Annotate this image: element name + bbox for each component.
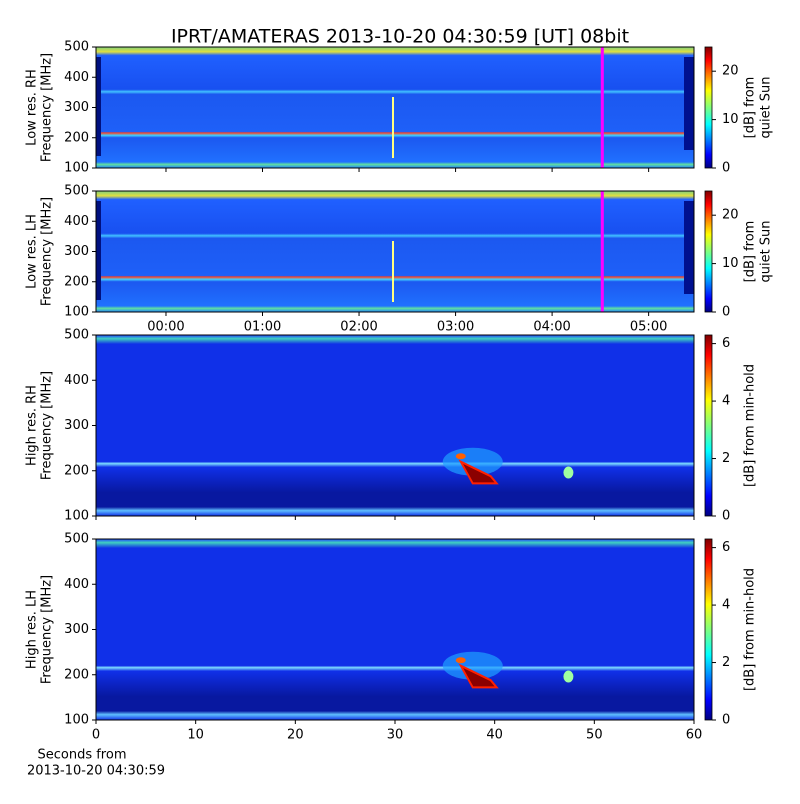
colorbar xyxy=(704,46,713,169)
y-tick-label: 200 xyxy=(64,130,89,145)
burst-spot xyxy=(455,657,466,664)
colorbar-label: quiet Sun xyxy=(759,76,774,138)
burst-core xyxy=(458,459,499,485)
burst-spot xyxy=(563,466,574,479)
colorbar-tick-label: 0 xyxy=(722,509,730,524)
colorbar-tick-label: 20 xyxy=(722,208,739,223)
y-tick-label: 100 xyxy=(64,713,89,728)
y-tick-label: 400 xyxy=(64,373,89,388)
burst-spot xyxy=(455,453,466,460)
data-gap xyxy=(96,201,101,300)
colorbar-tick-label: 4 xyxy=(722,598,730,613)
x-tick-label: 10 xyxy=(187,728,204,743)
colorbar-tick-label: 6 xyxy=(722,540,730,555)
y-tick-label: 100 xyxy=(64,161,89,176)
x-tick-label: 01:00 xyxy=(244,320,281,335)
colorbar-tick-label: 2 xyxy=(722,655,730,670)
colorbar-tick-label: 6 xyxy=(722,336,730,351)
colorbar-tick-label: 10 xyxy=(722,112,739,127)
colorbar-tick-label: 10 xyxy=(722,256,739,271)
colorbar-tick-label: 0 xyxy=(722,161,730,176)
colorbar-tick-label: 4 xyxy=(722,394,730,409)
figure-title: IPRT/AMATERAS 2013-10-20 04:30:59 [UT] 0… xyxy=(171,26,629,48)
spectrogram-image xyxy=(96,191,694,312)
data-gap xyxy=(684,57,694,150)
y-tick-label: 400 xyxy=(64,70,89,85)
x-tick-label: 50 xyxy=(586,728,603,743)
x-tick-label: 00:00 xyxy=(147,320,184,335)
y-tick-label: 400 xyxy=(64,577,89,592)
x-tick-label: 04:00 xyxy=(533,320,570,335)
data-gap xyxy=(96,57,101,156)
x-tick-label: 20 xyxy=(287,728,304,743)
y-tick-label: 300 xyxy=(64,244,89,259)
y-axis-label: High res. RH xyxy=(25,385,40,466)
colorbar-tick-label: 20 xyxy=(722,64,739,79)
y-axis-label: High res. LH xyxy=(25,590,40,669)
spectrogram-image xyxy=(96,47,694,168)
colorbar-label: [dB] from xyxy=(743,77,758,139)
y-axis-label: Frequency [MHz] xyxy=(40,53,55,162)
colorbar xyxy=(704,538,713,721)
colorbar-label: [dB] from min-hold xyxy=(743,568,758,691)
y-tick-label: 200 xyxy=(64,463,89,478)
y-tick-label: 300 xyxy=(64,100,89,115)
y-tick-label: 500 xyxy=(64,184,89,199)
y-axis-label: Frequency [MHz] xyxy=(40,197,55,306)
x-tick-label: 30 xyxy=(387,728,404,743)
spectrogram-image xyxy=(96,335,694,516)
y-axis-label: Low res. RH xyxy=(25,69,40,146)
data-gap xyxy=(684,201,694,294)
x-tick-label: 03:00 xyxy=(437,320,474,335)
x-axis-label: Seconds from xyxy=(37,748,126,763)
burst-core xyxy=(458,663,499,689)
x-tick-label: 40 xyxy=(486,728,503,743)
x-tick-label: 05:00 xyxy=(630,320,667,335)
y-axis-label: Low res. LH xyxy=(25,214,40,289)
colorbar-label: quiet Sun xyxy=(759,220,774,282)
y-tick-label: 400 xyxy=(64,214,89,229)
y-tick-label: 500 xyxy=(64,40,89,55)
y-tick-label: 100 xyxy=(64,509,89,524)
spectrogram-image xyxy=(96,539,694,720)
burst-spot xyxy=(563,670,574,683)
colorbar xyxy=(704,334,713,517)
colorbar-tick-label: 2 xyxy=(722,451,730,466)
x-tick-label: 02:00 xyxy=(340,320,377,335)
x-tick-label: 60 xyxy=(686,728,703,743)
colorbar-tick-label: 0 xyxy=(722,713,730,728)
x-axis-label: 2013-10-20 04:30:59 xyxy=(27,764,165,779)
x-tick-label: 0 xyxy=(92,728,100,743)
y-axis-label: Frequency [MHz] xyxy=(40,575,55,684)
colorbar xyxy=(704,190,713,313)
colorbar-label: [dB] from xyxy=(743,221,758,283)
y-tick-label: 200 xyxy=(64,667,89,682)
y-tick-label: 100 xyxy=(64,305,89,320)
y-tick-label: 500 xyxy=(64,328,89,343)
y-axis-label: Frequency [MHz] xyxy=(40,371,55,480)
colorbar-tick-label: 0 xyxy=(722,305,730,320)
y-tick-label: 500 xyxy=(64,532,89,547)
y-tick-label: 300 xyxy=(64,622,89,637)
y-tick-label: 200 xyxy=(64,274,89,289)
y-tick-label: 300 xyxy=(64,418,89,433)
colorbar-label: [dB] from min-hold xyxy=(743,364,758,487)
